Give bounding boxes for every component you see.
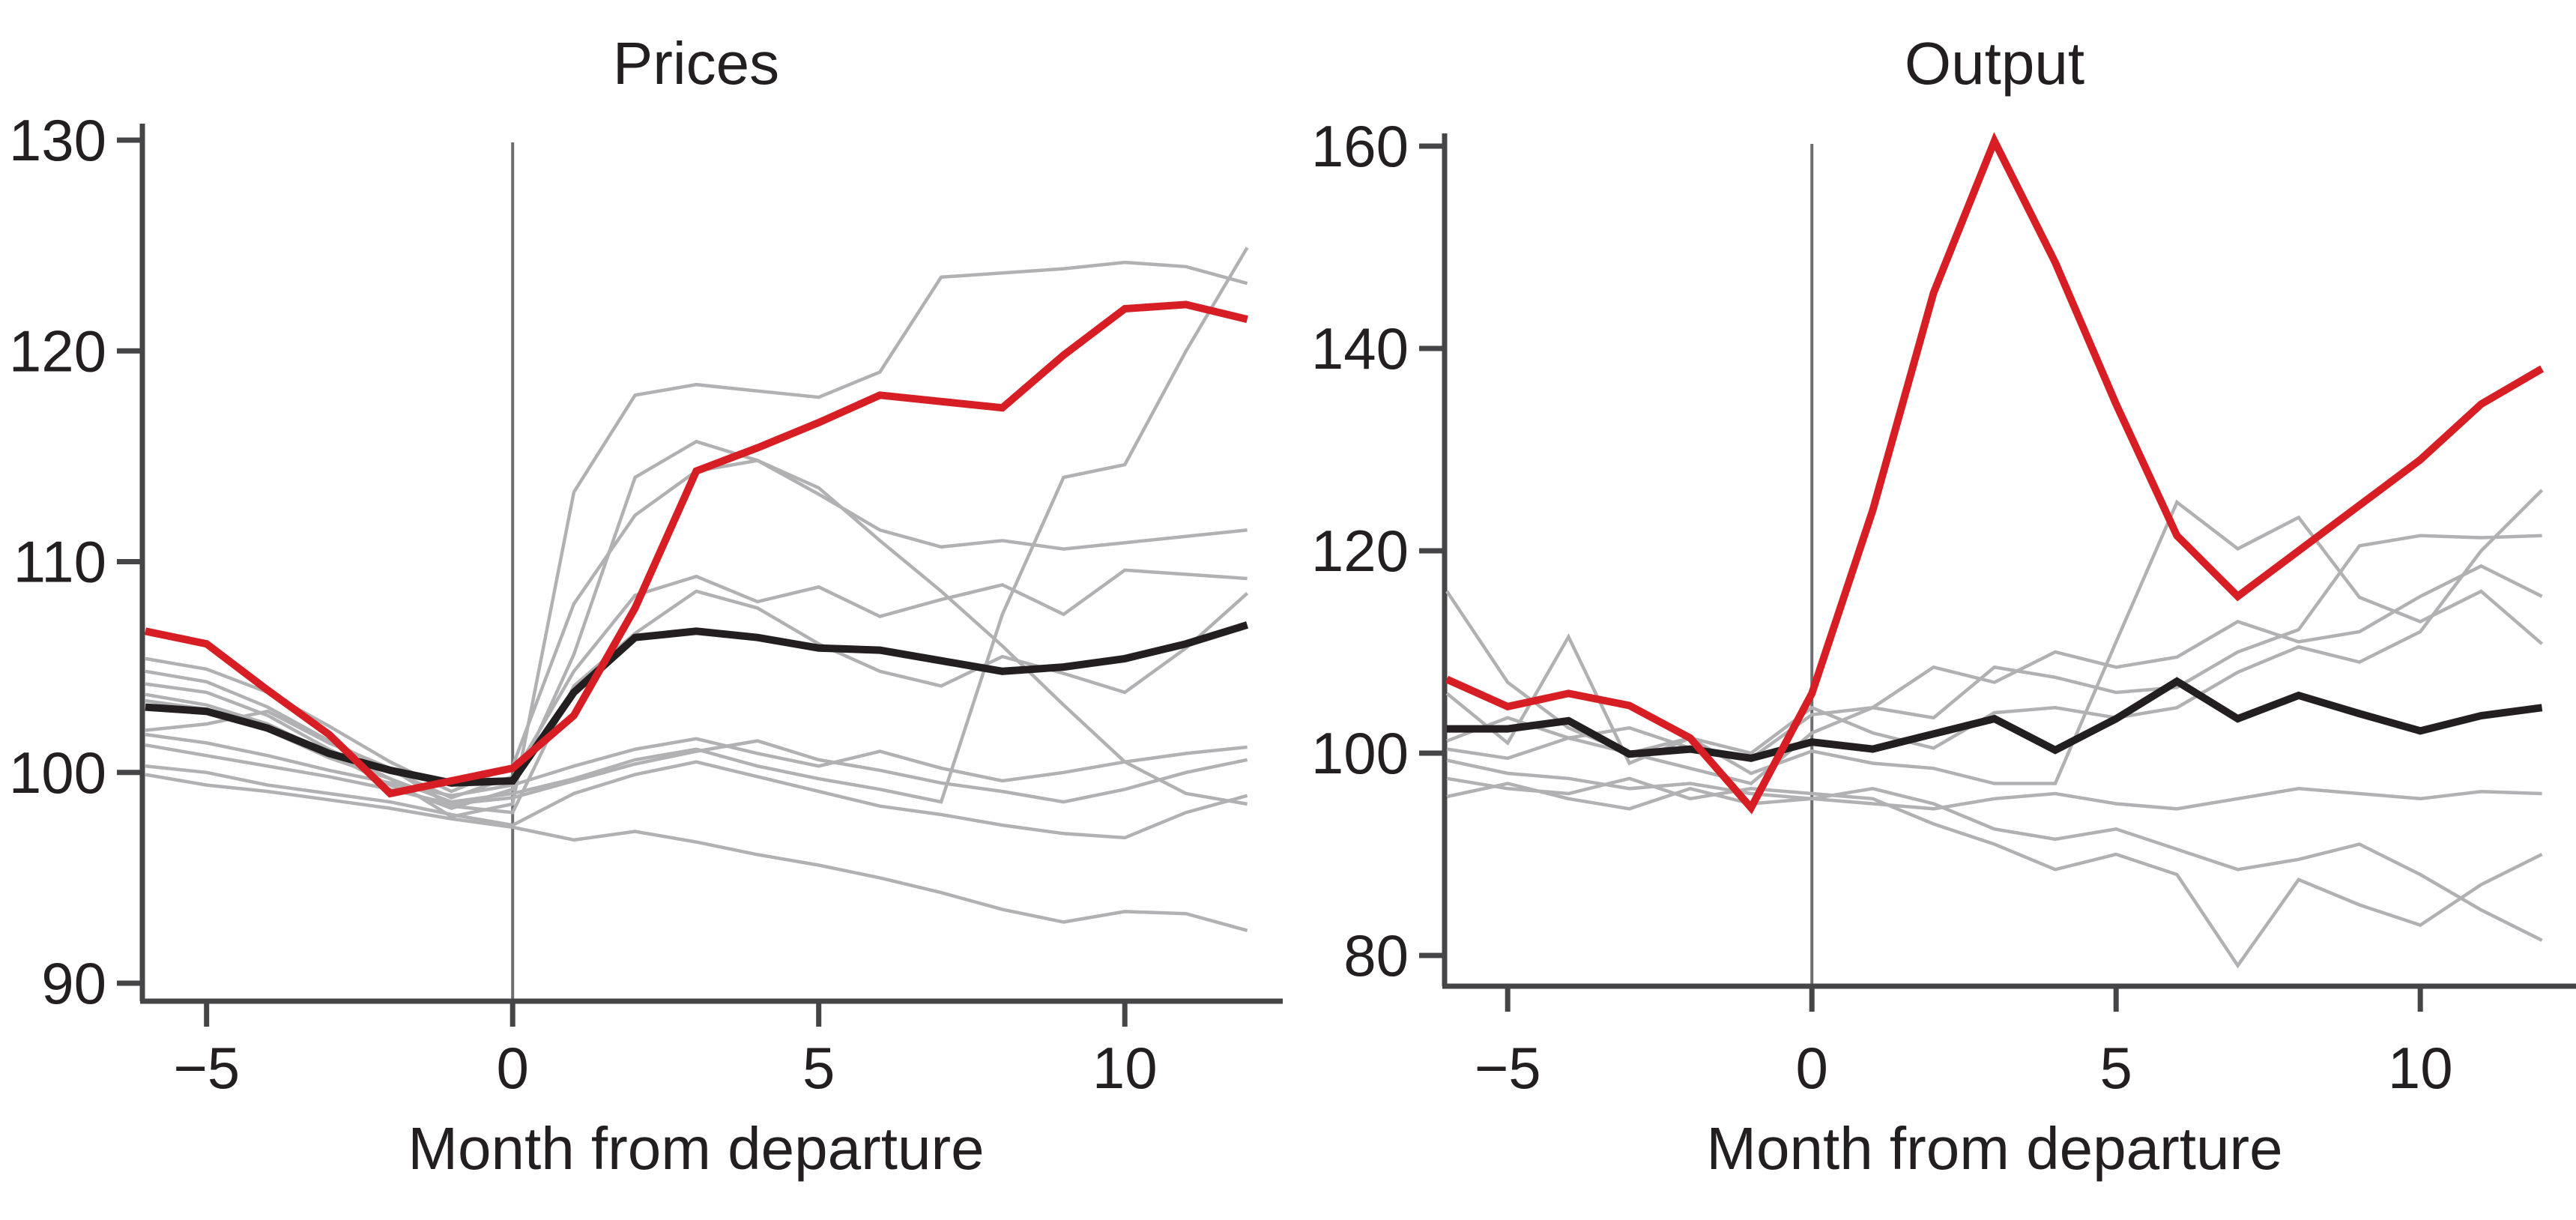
series-line-control-6	[145, 732, 1248, 797]
prices-plot-area: 90 100 110 120 130 −5 0 5 10	[9, 107, 1283, 1101]
series-line-control-5	[1446, 758, 2542, 811]
output-chart: Output Month from departure 801001201401…	[1311, 30, 2576, 1182]
series-line-average	[145, 621, 1249, 787]
y-tick-label: 110	[13, 529, 106, 595]
series-line-treated	[1445, 132, 2545, 815]
series-line-average	[1447, 677, 2543, 762]
x-tick-label: −5	[173, 1035, 240, 1101]
y-tick-label: 100	[9, 740, 106, 806]
series-line-control-8	[145, 760, 1248, 840]
x-tick-label: −5	[1475, 1035, 1541, 1101]
y-tick-label: 160	[1311, 113, 1409, 179]
y-tick-label: 120	[9, 318, 106, 384]
series-line-control-2	[145, 439, 1248, 810]
x-tick-label: 0	[497, 1035, 529, 1101]
y-tick-label: 140	[1311, 315, 1409, 381]
series-line-control-7	[145, 739, 1248, 806]
y-tick-label: 80	[1343, 922, 1409, 988]
x-tick-label: 10	[1092, 1035, 1158, 1101]
output-plot-area: 80 100 120 140 160 −5 0 5 10	[1311, 113, 2576, 1101]
series-line-treated	[144, 301, 1248, 798]
y-tick-label: 90	[41, 950, 106, 1016]
series-line-control-10	[145, 247, 1249, 804]
series-line-control-4	[1446, 564, 2543, 785]
y-tick-label: 100	[1311, 720, 1409, 786]
prices-x-axis-title: Month from departure	[408, 1115, 984, 1182]
series-line-control-7	[1446, 782, 2543, 942]
y-tick-label: 120	[1311, 518, 1409, 584]
series-line-control-5	[145, 589, 1249, 815]
output-chart-title: Output	[1905, 30, 2084, 97]
y-tick-label: 130	[9, 107, 106, 173]
x-tick-label: 5	[802, 1035, 835, 1101]
series-line-control-4	[145, 568, 1248, 800]
output-x-axis-title: Month from departure	[1706, 1115, 2282, 1182]
x-tick-label: 5	[2100, 1035, 2132, 1101]
series-line-control-2	[1445, 489, 2544, 766]
prices-chart: Prices Month from departure 901001101201…	[9, 30, 1283, 1182]
prices-chart-title: Prices	[613, 30, 779, 97]
series-line-control-1	[145, 260, 1248, 819]
series-line-control-6	[1446, 776, 2543, 969]
x-tick-label: 0	[1796, 1035, 1828, 1101]
series-line-control-3	[1446, 534, 2542, 761]
x-tick-label: 10	[2388, 1035, 2453, 1101]
series-line-control-9	[145, 773, 1248, 932]
